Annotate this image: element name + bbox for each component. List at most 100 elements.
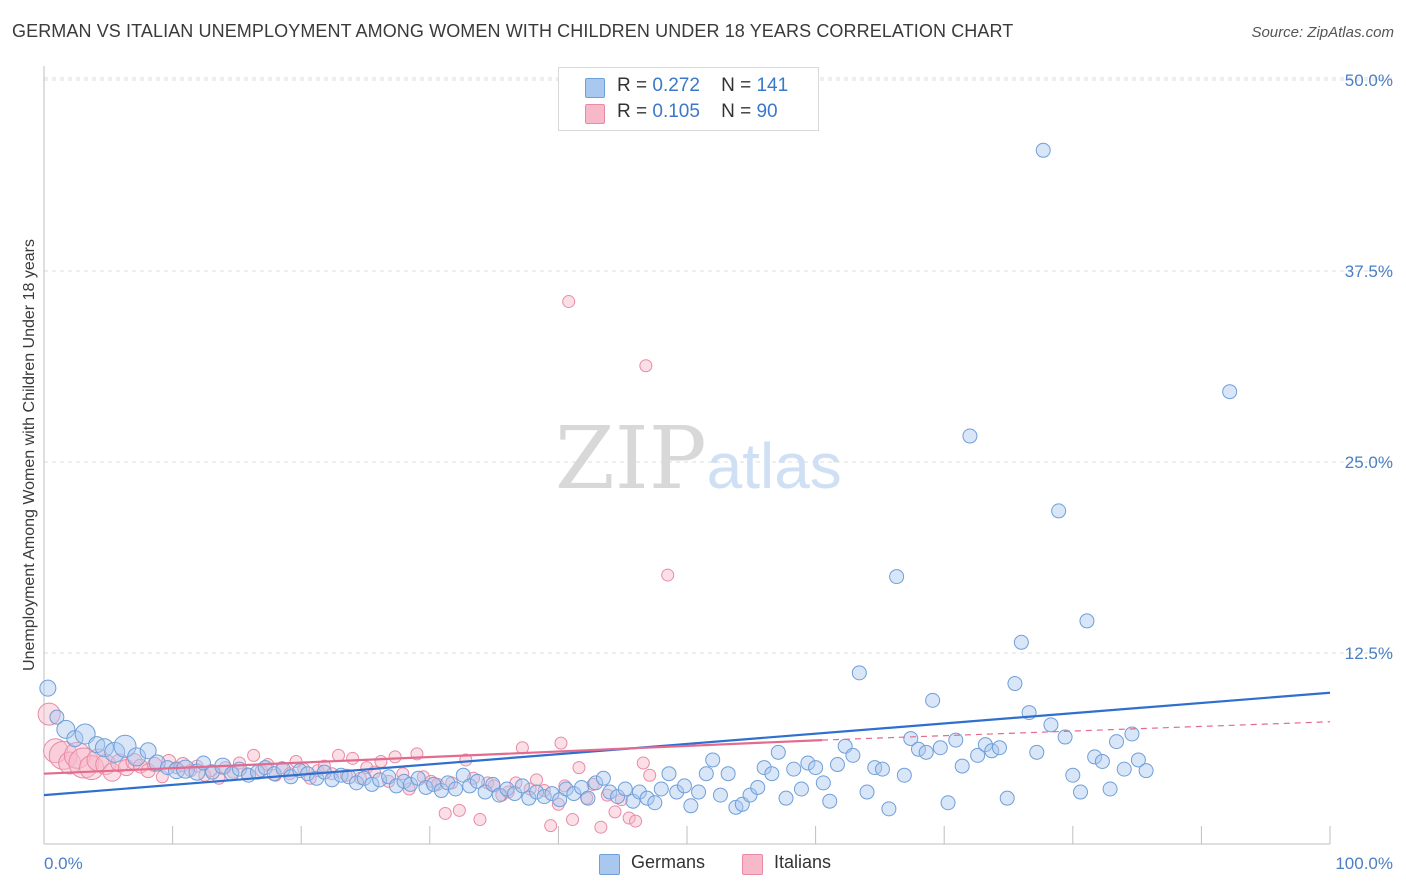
germans-point [639, 790, 655, 806]
germans-point [372, 772, 388, 788]
germans-point [705, 752, 721, 768]
germans-point [712, 787, 728, 803]
germans-point [903, 731, 919, 747]
italians-point [79, 755, 105, 781]
germans-point [970, 747, 986, 763]
germans-point [1073, 784, 1089, 800]
germans-point [113, 734, 137, 758]
source-text: Source: ZipAtlas.com [1251, 24, 1394, 41]
germans-point [74, 723, 96, 745]
germans-point [984, 743, 1000, 759]
germans-point [1057, 729, 1073, 745]
germans-point [418, 779, 434, 795]
italians-r-value: 0.105 [652, 101, 700, 122]
germans-point [750, 779, 766, 795]
germans-point [647, 795, 663, 811]
germans-point [1130, 752, 1146, 768]
italians-point [424, 774, 438, 788]
chart-title: GERMAN VS ITALIAN UNEMPLOYMENT AMONG WOM… [12, 21, 1014, 41]
y-axis-title: Unemployment Among Women with Children U… [21, 239, 38, 671]
germans-r-label: R = [617, 75, 648, 96]
germans-point [521, 790, 537, 806]
italians-point [572, 761, 586, 775]
germans-point [175, 759, 195, 779]
grid-lines [44, 77, 1392, 654]
germans-point [1079, 613, 1095, 629]
italians-point [629, 814, 643, 828]
correlation-legend: R = 0.272 N = 141 R = 0.105 N = 90 [558, 67, 819, 131]
germans-point [39, 679, 57, 697]
germans-point [845, 747, 861, 763]
germans-point [544, 786, 560, 802]
germans-point [309, 770, 325, 786]
germans-point [127, 747, 147, 767]
italians-point [247, 748, 261, 762]
germans-point [822, 793, 838, 809]
germans-point [403, 776, 419, 792]
germans-point [815, 775, 831, 791]
y-tick-label: 50.0% [1345, 71, 1393, 90]
germans-point [954, 758, 970, 774]
germans-point [499, 781, 515, 797]
italians-point [562, 295, 576, 309]
y-tick-label: 37.5% [1345, 262, 1393, 281]
italians-point [473, 813, 487, 827]
germans-point [610, 789, 626, 805]
italians-legend-label: Italians [774, 852, 832, 872]
germans-point [602, 784, 618, 800]
germans-legend-label: Germans [631, 852, 706, 872]
germans-points [39, 142, 1238, 817]
germans-point [808, 760, 824, 776]
germans-point [56, 719, 76, 739]
germans-point [683, 798, 699, 814]
germans-point [1087, 749, 1103, 765]
germans-point [962, 428, 978, 444]
germans-point [896, 767, 912, 783]
germans-point [529, 784, 545, 800]
germans-point [676, 778, 692, 794]
italians-point [643, 768, 657, 782]
germans-point [204, 764, 220, 780]
germans-point [595, 770, 611, 786]
germans-point [1138, 763, 1154, 779]
germans-point [462, 778, 478, 794]
germans-trend-line [43, 691, 1331, 797]
germans-point [778, 790, 794, 806]
italians-point [566, 813, 580, 827]
germans-point [491, 787, 507, 803]
italians-point [594, 820, 608, 834]
y-tick-label: 25.0% [1345, 453, 1393, 472]
germans-point [829, 757, 845, 773]
italians-r-label: R = [617, 101, 648, 122]
germans-point [1116, 761, 1132, 777]
germans-point [653, 781, 669, 797]
germans-point [925, 692, 941, 708]
italians-trend-line [43, 738, 823, 775]
germans-point [910, 741, 926, 757]
germans-point [348, 775, 364, 791]
germans-point [536, 789, 552, 805]
germans-point [851, 665, 867, 681]
italians-point [346, 751, 360, 765]
germans-point [764, 766, 780, 782]
germans-point [514, 778, 530, 794]
germans-point [691, 784, 707, 800]
germans-r-value: 0.272 [652, 75, 700, 96]
germans-point [874, 761, 890, 777]
tick-labels: 12.5% 25.0% 37.5% 50.0% 0.0% 100.0% [44, 71, 1393, 873]
germans-point [1029, 744, 1045, 760]
germans-point [356, 770, 372, 786]
germans-point [793, 781, 809, 797]
italians-swatch [585, 104, 605, 124]
germans-swatch [585, 78, 605, 98]
trend-lines [43, 691, 1331, 797]
axes [43, 66, 1331, 845]
germans-point [720, 766, 736, 782]
germans-point [698, 766, 714, 782]
germans-point [558, 781, 574, 797]
italians-point [396, 767, 410, 781]
italians-point [303, 771, 317, 785]
germans-point [448, 781, 464, 797]
germans-point [918, 744, 934, 760]
